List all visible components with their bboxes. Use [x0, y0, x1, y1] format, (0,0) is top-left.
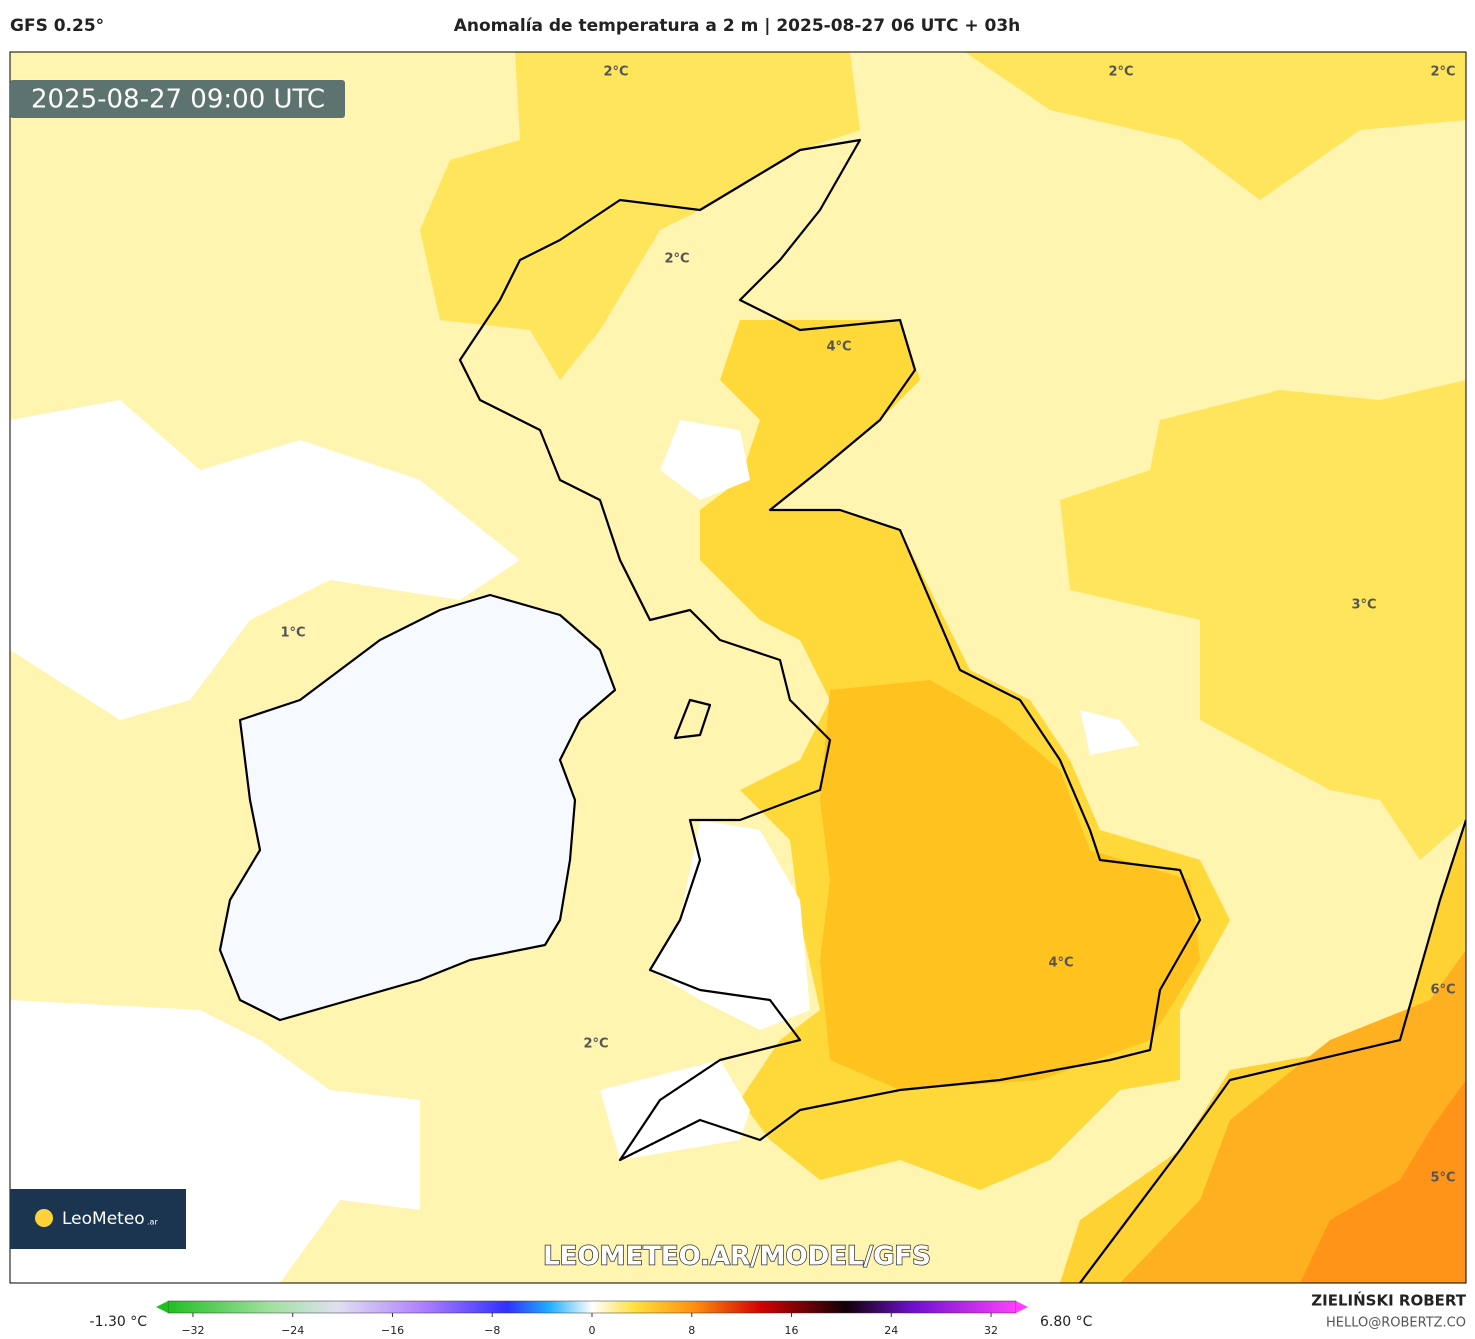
ireland — [218, 593, 617, 1022]
colorbar-tick-label: 16 — [785, 1324, 799, 1337]
cool-area — [10, 400, 520, 720]
contour-label: 4°C — [826, 340, 851, 355]
map-title: Anomalía de temperatura a 2 m | 2025-08-… — [454, 16, 1021, 36]
logo: LeoMeteo — [62, 1209, 145, 1229]
colorbar-tick-label: −32 — [181, 1324, 204, 1337]
colorbar-tick-label: −24 — [281, 1324, 304, 1337]
colorbar-tick-label: 8 — [688, 1324, 695, 1337]
colorbar-tick-label: −8 — [484, 1324, 500, 1337]
contour-label: 5°C — [1430, 1171, 1455, 1186]
cool-area — [1080, 710, 1140, 755]
colorbar-bar — [167, 1300, 1017, 1314]
contour-label: 2°C — [1430, 65, 1455, 80]
warm-area — [1060, 380, 1466, 860]
colorbar-tick-label: 32 — [984, 1324, 998, 1337]
contour-label: 6°C — [1430, 983, 1455, 998]
author: ZIELIŃSKI ROBERT — [1311, 1291, 1466, 1310]
colorbar-high-arrow — [1016, 1301, 1028, 1313]
isle-of-man — [673, 698, 712, 740]
colorbar: -1.30 °C 6.80 °C −32 −24 −16 −8 0 8 16 24 32 — [90, 1300, 1093, 1337]
warm-area — [420, 52, 860, 380]
warm-area — [820, 680, 1200, 1090]
logo-suffix: .ar — [147, 1218, 158, 1227]
colorbar-tick-label: 0 — [589, 1324, 596, 1337]
warm-area — [965, 52, 1466, 200]
colorbar-low-arrow — [156, 1301, 168, 1313]
contour-label: 1°C — [280, 626, 305, 641]
timestamp-box — [10, 80, 345, 118]
cool-area — [660, 420, 750, 500]
contour-label: 3°C — [1351, 598, 1376, 613]
map-frame — [9, 51, 1467, 1284]
europe-coast — [1079, 819, 1466, 1283]
colorbar-min: -1.30 °C — [90, 1314, 148, 1330]
contour-label: 2°C — [603, 65, 628, 80]
contour-label: 2°C — [583, 1037, 608, 1052]
colorbar-tick-label: −16 — [381, 1324, 404, 1337]
colorbar-tick-label: 24 — [884, 1324, 898, 1337]
great-britain — [458, 138, 1202, 1162]
watermark: LEOMETEO.AR/MODEL/GFS — [543, 1242, 931, 1272]
contact: HELLO@ROBERTZ.CO — [1326, 1316, 1466, 1331]
logo-sun — [35, 1209, 53, 1227]
contour-label: 2°C — [664, 252, 689, 267]
model-name: GFS 0.25° — [10, 16, 104, 36]
warm-area — [1300, 1080, 1466, 1283]
contour-label: 2°C — [1108, 65, 1133, 80]
cool-area — [650, 820, 810, 1030]
contour-label: 4°C — [1048, 956, 1073, 971]
map: 2°C 2°C 2°C 2°C 4°C 1°C 3°C 2°C 4°C 6°C 5°C 2025-0… — [9, 51, 1467, 1284]
colorbar-max: 6.80 °C — [1040, 1314, 1093, 1330]
timestamp: 2025-08-27 09:00 UTC — [31, 85, 325, 115]
